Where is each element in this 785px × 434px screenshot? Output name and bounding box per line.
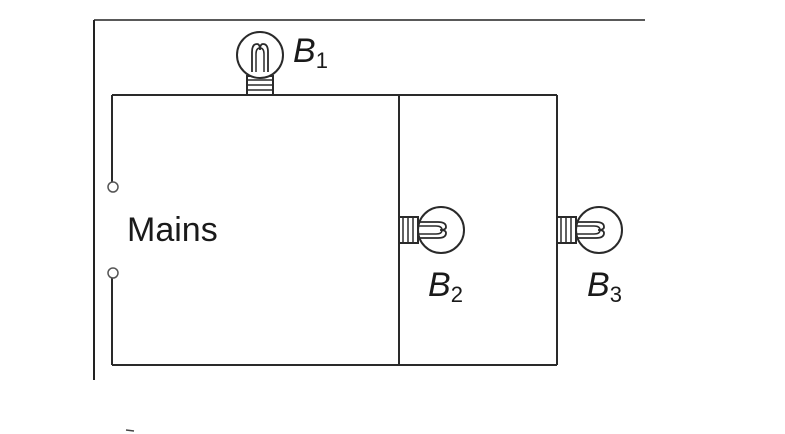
mains-label: Mains	[127, 211, 218, 249]
stray-mark	[125, 429, 135, 432]
bulb-b1-label: B1	[293, 34, 328, 72]
bulb-b2-label: B2	[428, 268, 463, 306]
bulb-b3-icon	[556, 206, 623, 254]
mains-terminal-top	[107, 181, 119, 193]
bulb-b1-letter: B	[293, 32, 316, 70]
bulb-b2-icon	[398, 206, 465, 254]
mains-terminal-bottom	[107, 267, 119, 279]
bulb-b2-subscript: 2	[450, 282, 463, 307]
bulb-b3-label: B3	[587, 268, 622, 306]
bulb-b1-icon	[236, 31, 284, 96]
bulb-b3-subscript: 3	[609, 282, 622, 307]
bulb-b2-letter: B	[428, 266, 451, 304]
bulb-b3-letter: B	[587, 266, 610, 304]
bulb-b1-subscript: 1	[315, 48, 328, 73]
